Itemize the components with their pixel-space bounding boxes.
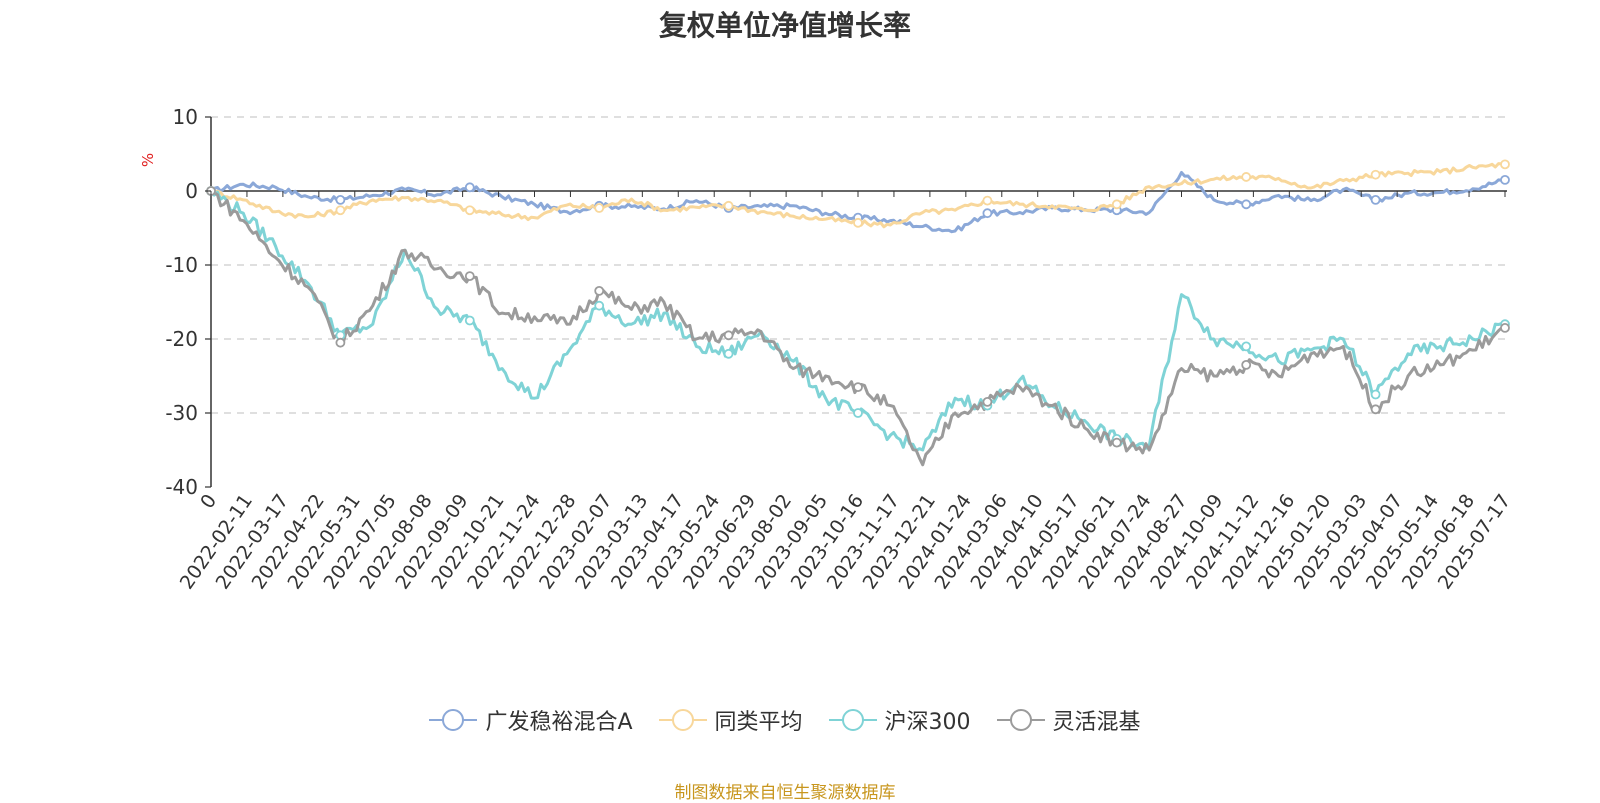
series-marker [1111,199,1122,210]
legend-item[interactable]: 同类平均 [658,704,803,736]
legend-item[interactable]: 广发稳裕混合A [429,704,633,736]
y-tick-label: -40 [165,475,198,499]
source-note: 制图数据来自恒生聚源数据库 [674,783,896,803]
chart-title: 复权单位净值增长率 [658,9,911,42]
series-marker [594,285,605,296]
line-chart: 10 0 -10 -20 -30 -40 02022-02-112022-03-17202… [139,105,1515,593]
series-marker [1370,404,1381,415]
series-marker [723,330,734,341]
y-tick-label: 10 [173,105,198,129]
legend: 广发稳裕混合A 同类平均 沪深300 灵活混基 [0,704,1570,736]
series-marker [1241,172,1252,182]
series-marker [335,205,346,216]
series-marker [1500,174,1510,185]
legend-label: 灵活混基 [1052,710,1141,735]
y-tick-label: -30 [165,401,198,425]
y-tick-label: -20 [165,327,198,351]
series-marker [723,348,734,359]
series-marker [594,300,605,311]
series-marker [335,337,346,348]
series-marker [982,396,993,407]
series-marker [464,182,475,193]
series-marker [1370,194,1381,205]
y-tick-labels: 10 0 -10 -20 -30 -40 [165,105,211,499]
legend-line-circle-icon [828,709,877,731]
legend-line-circle-icon [429,709,478,731]
series-marker [853,408,863,418]
series-marker [1111,437,1122,448]
series-marker [1241,341,1252,352]
series-marker [1500,322,1510,333]
series-marker [723,200,734,211]
legend-item[interactable]: 沪深300 [828,704,971,736]
series-marker [982,208,993,219]
series-marker [464,315,475,326]
series-lines [209,162,1506,467]
series-marker [335,194,346,205]
legend-label: 沪深300 [884,710,971,735]
series-marker [853,382,863,393]
series-marker [464,205,475,216]
legend-label: 广发稳裕混合A [485,710,633,735]
y-tick-label: 0 [185,179,198,203]
series-line [210,189,1506,467]
series-marker [853,217,863,228]
series-marker [1500,159,1510,170]
grid-lines [211,116,1505,414]
series-marker [1370,389,1381,400]
x-tick-labels: 02022-02-112022-03-172022-04-222022-05-3… [176,191,1515,593]
series-marker [982,195,993,206]
axes [210,117,1507,487]
series-marker [594,203,605,213]
series-marker [1241,359,1252,370]
legend-label: 同类平均 [714,710,803,735]
x-tick-label: 0 [196,490,221,513]
y-axis-unit-label: % [139,153,157,167]
legend-line-circle-icon [996,709,1045,731]
series-marker [464,271,475,282]
series-marker [1370,169,1381,180]
series-marker [1241,199,1252,210]
legend-item[interactable]: 灵活混基 [996,704,1141,736]
series-markers [206,159,1510,448]
y-tick-label: -10 [165,253,198,277]
legend-line-circle-icon [658,709,707,731]
